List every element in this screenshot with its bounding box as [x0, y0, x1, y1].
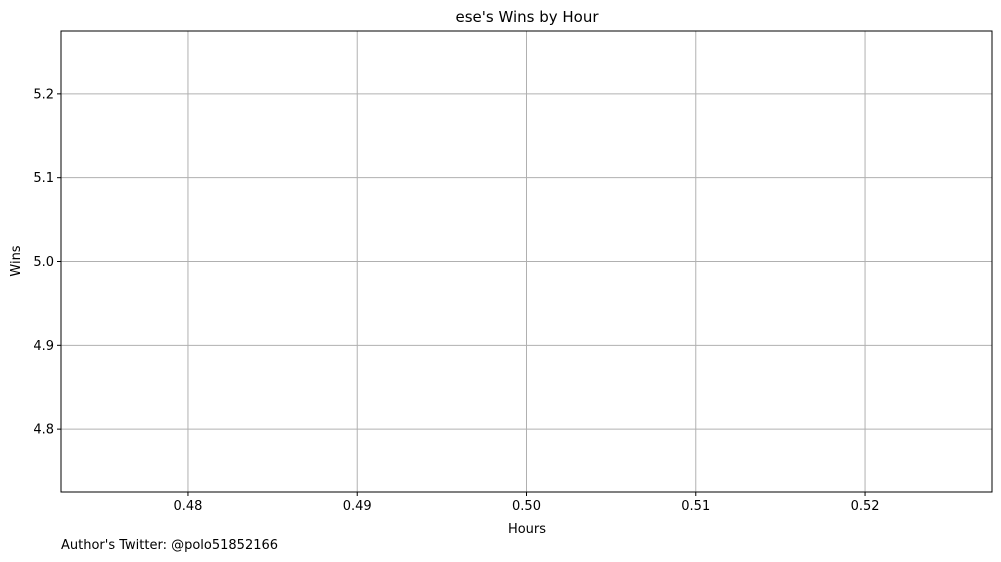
y-tick-label: 4.9 [33, 339, 54, 354]
y-axis-label: Wins [9, 245, 24, 276]
chart-title: ese's Wins by Hour [455, 8, 599, 26]
y-tick-label: 5.0 [33, 255, 54, 270]
x-tick-label: 0.52 [851, 499, 880, 514]
x-axis-label: Hours [508, 522, 546, 537]
y-tick-label: 5.2 [33, 87, 54, 102]
y-tick-label: 5.1 [33, 171, 54, 186]
author-credit: Author's Twitter: @polo51852166 [61, 538, 279, 553]
x-tick-label: 0.48 [173, 499, 202, 514]
x-tick-label: 0.49 [343, 499, 372, 514]
axis-ticks [57, 93, 866, 496]
tick-labels: 0.48 0.49 0.50 0.51 0.52 4.8 4.9 5.0 5.1 5.2 [33, 87, 879, 514]
x-tick-label: 0.50 [512, 499, 541, 514]
x-tick-label: 0.51 [681, 499, 710, 514]
grid-lines [61, 31, 992, 492]
y-tick-label: 4.8 [33, 423, 54, 438]
